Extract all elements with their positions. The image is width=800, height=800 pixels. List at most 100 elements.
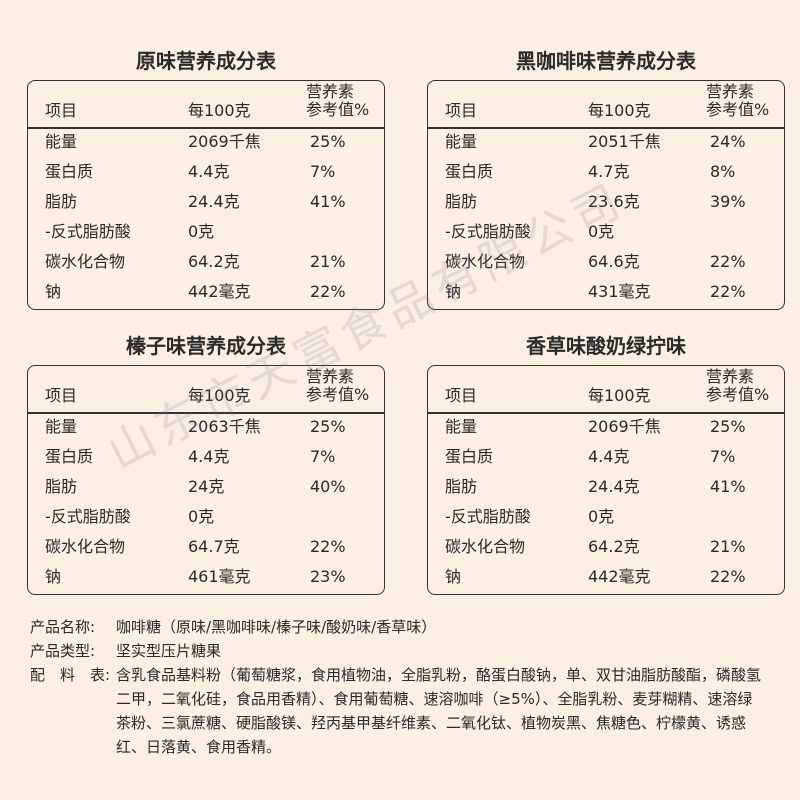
header-cell: 营养素	[706, 367, 755, 386]
table-cell: 碳水化合物	[445, 537, 526, 556]
table-cell: 21%	[310, 252, 346, 271]
table-cell: 蛋白质	[445, 162, 494, 181]
table-cell: 0克	[188, 222, 215, 241]
table-cell: 蛋白质	[445, 447, 494, 466]
table-cell: -反式脂肪酸	[445, 222, 531, 241]
header-divider	[28, 412, 384, 414]
table-cell: 2051千焦	[588, 132, 661, 151]
table-cell: 22%	[710, 282, 746, 301]
nutrition-table: 项目 每100克 营养素 参考值% 能量 2063千焦 25% 蛋白质 4.4克 7% 脂肪 24克 4…	[27, 365, 385, 595]
header-cell: 参考值%	[306, 385, 370, 404]
table-cell: 40%	[310, 477, 346, 496]
table-cell: 23%	[310, 567, 346, 586]
table-cell: 8%	[710, 162, 736, 181]
table-cell: 钠	[445, 567, 462, 586]
table-cell: 442毫克	[188, 282, 251, 301]
table-cell: 22%	[710, 567, 746, 586]
header-cell: 项目	[445, 101, 478, 120]
table-cell: 64.2克	[588, 537, 640, 556]
table-cell: 64.7克	[188, 537, 240, 556]
table-cell: 22%	[310, 282, 346, 301]
table-title: 黑咖啡味营养成分表	[516, 49, 696, 73]
table-cell: 7%	[310, 162, 336, 181]
table-cell: 2069千焦	[588, 417, 661, 436]
table-cell: 碳水化合物	[445, 252, 526, 271]
table-cell: 25%	[310, 132, 346, 151]
table-cell: 2063千焦	[188, 417, 261, 436]
table-cell: 24.4克	[588, 477, 640, 496]
table-cell: 脂肪	[445, 477, 478, 496]
header-cell: 营养素	[306, 367, 355, 386]
header-cell: 每100克	[588, 386, 651, 405]
table-title: 榛子味营养成分表	[126, 334, 286, 358]
header-cell: 参考值%	[706, 385, 770, 404]
info-value: 含乳食品基料粉（葡萄糖浆，食用植物油，全脂乳粉，酪蛋白酸钠，单、双甘油脂肪酸酯，…	[116, 666, 762, 756]
table-cell: 0克	[188, 507, 215, 526]
header-cell: 每100克	[588, 101, 651, 120]
table-cell: 24.4克	[188, 192, 240, 211]
table-cell: 442毫克	[588, 567, 651, 586]
nutrition-table: 项目 每100克 营养素 参考值% 能量 2069千焦 25% 蛋白质 4.4克 7% 脂肪 24.4…	[427, 365, 785, 595]
header-cell: 每100克	[188, 386, 251, 405]
table-cell: 41%	[710, 477, 746, 496]
header-divider	[428, 127, 784, 129]
table-cell: 24%	[710, 132, 746, 151]
header-cell: 参考值%	[306, 100, 370, 119]
table-cell: 4.4克	[588, 447, 630, 466]
table-cell: 蛋白质	[45, 447, 94, 466]
table-cell: 22%	[310, 537, 346, 556]
table-cell: 能量	[445, 132, 478, 151]
table-cell: 461毫克	[188, 567, 251, 586]
table-cell: 7%	[710, 447, 736, 466]
table-cell: 4.4克	[188, 162, 230, 181]
table-cell: 钠	[45, 282, 62, 301]
table-cell: 64.2克	[188, 252, 240, 271]
table-cell: -反式脂肪酸	[445, 507, 531, 526]
table-cell: 0克	[588, 507, 615, 526]
table-cell: -反式脂肪酸	[45, 507, 131, 526]
header-cell: 项目	[445, 386, 478, 405]
table-cell: -反式脂肪酸	[45, 222, 131, 241]
header-cell: 营养素	[306, 82, 355, 101]
table-cell: 脂肪	[45, 192, 78, 211]
table-cell: 21%	[710, 537, 746, 556]
info-value: 坚实型压片糖果	[116, 642, 222, 660]
table-cell: 25%	[310, 417, 346, 436]
nutrition-table: 项目 每100克 营养素 参考值% 能量 2069千焦 25% 蛋白质 4.4克 7% 脂肪 24.4…	[27, 80, 385, 310]
table-cell: 能量	[45, 132, 78, 151]
info-label: 配 料 表:	[30, 666, 111, 684]
table-cell: 39%	[710, 192, 746, 211]
table-cell: 钠	[445, 282, 462, 301]
header-cell: 每100克	[188, 101, 251, 120]
table-cell: 脂肪	[45, 477, 78, 496]
info-label: 产品名称:	[30, 618, 96, 636]
nutrition-table: 项目 每100克 营养素 参考值% 能量 2051千焦 24% 蛋白质 4.7克 8% 脂肪 23.6…	[427, 80, 785, 310]
table-cell: 0克	[588, 222, 615, 241]
info-value: 咖啡糖（原味/黑咖啡味/榛子味/酸奶味/香草味）	[116, 618, 437, 636]
table-cell: 碳水化合物	[45, 537, 126, 556]
header-divider	[428, 412, 784, 414]
table-cell: 钠	[45, 567, 62, 586]
header-cell: 项目	[45, 386, 78, 405]
table-cell: 蛋白质	[45, 162, 94, 181]
table-cell: 能量	[45, 417, 78, 436]
table-title: 原味营养成分表	[136, 49, 276, 73]
table-cell: 431毫克	[588, 282, 651, 301]
table-title: 香草味酸奶绿拧味	[526, 334, 686, 358]
table-cell: 41%	[310, 192, 346, 211]
table-cell: 碳水化合物	[45, 252, 126, 271]
table-cell: 24克	[188, 477, 225, 496]
info-label: 产品类型:	[30, 642, 96, 660]
table-cell: 64.6克	[588, 252, 640, 271]
table-cell: 4.7克	[588, 162, 630, 181]
table-cell: 25%	[710, 417, 746, 436]
header-cell: 营养素	[706, 82, 755, 101]
table-cell: 22%	[710, 252, 746, 271]
table-cell: 脂肪	[445, 192, 478, 211]
table-cell: 7%	[310, 447, 336, 466]
header-divider	[28, 127, 384, 129]
table-cell: 能量	[445, 417, 478, 436]
table-cell: 23.6克	[588, 192, 640, 211]
header-cell: 参考值%	[706, 100, 770, 119]
